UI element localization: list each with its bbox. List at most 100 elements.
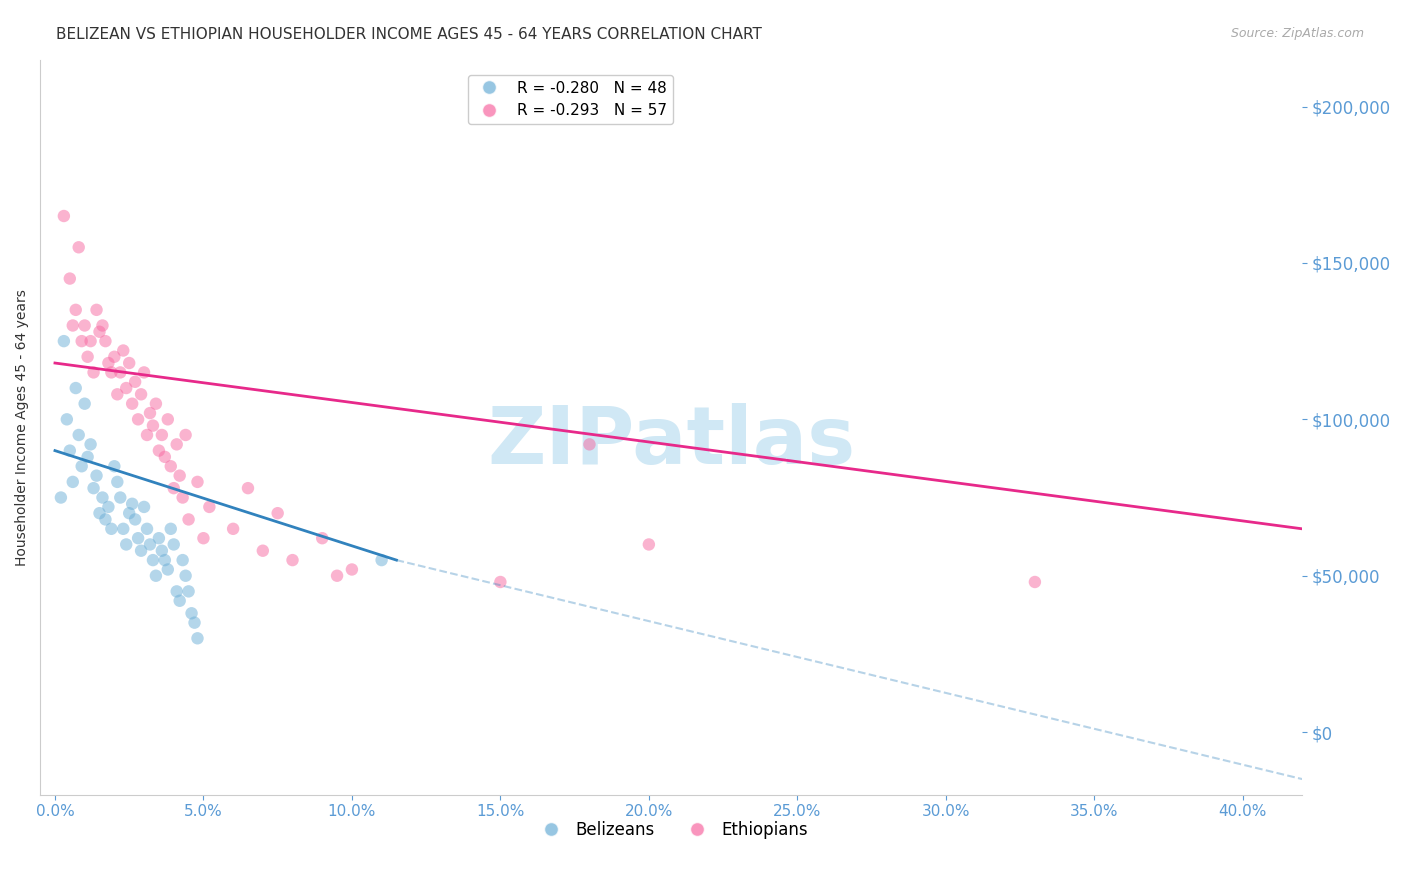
Point (150, 428, 173, 442)
Point (180, 607, 202, 621)
Point (156, 562, 179, 576)
Point (100, 366, 122, 380)
Point (159, 522, 181, 536)
Point (97, 500, 120, 514)
Point (177, 512, 200, 526)
Point (145, 568, 167, 582)
Point (52, 209, 75, 223)
Point (163, 481, 186, 495)
Point (169, 468, 191, 483)
Point (86, 468, 108, 483)
Point (281, 553, 304, 567)
Point (186, 632, 208, 646)
Point (177, 584, 200, 599)
Point (169, 594, 191, 608)
Point (193, 531, 215, 545)
Point (67, 428, 90, 442)
Point (326, 568, 349, 582)
Point (70, 334, 93, 348)
Point (174, 428, 197, 442)
Point (110, 366, 132, 380)
Point (115, 381, 138, 395)
Point (172, 491, 194, 505)
Point (172, 553, 194, 567)
Point (83, 366, 105, 380)
Point (637, 537, 659, 551)
Point (103, 459, 125, 474)
Point (73, 318, 96, 333)
Point (148, 531, 170, 545)
Point (65, 302, 87, 317)
Point (163, 537, 186, 551)
Point (150, 543, 173, 558)
Point (370, 553, 392, 567)
Point (118, 506, 141, 520)
Point (86, 302, 108, 317)
Point (62, 318, 84, 333)
Point (94, 512, 117, 526)
Point (127, 412, 149, 426)
Point (578, 437, 600, 451)
Point (142, 418, 165, 433)
Point (198, 500, 221, 514)
Text: Source: ZipAtlas.com: Source: ZipAtlas.com (1230, 27, 1364, 40)
Point (145, 397, 167, 411)
Point (136, 428, 159, 442)
Point (489, 574, 512, 589)
Point (65, 381, 87, 395)
Point (76, 450, 98, 464)
Point (112, 522, 135, 536)
Point (236, 481, 259, 495)
Point (139, 537, 162, 551)
Point (252, 543, 274, 558)
Point (105, 387, 128, 401)
Point (67, 240, 90, 254)
Point (166, 437, 188, 451)
Y-axis label: Householder Income Ages 45 - 64 years: Householder Income Ages 45 - 64 years (15, 289, 30, 566)
Point (94, 334, 117, 348)
Point (59, 271, 82, 285)
Point (56, 412, 79, 426)
Point (142, 553, 165, 567)
Point (124, 375, 146, 389)
Point (76, 350, 98, 364)
Point (110, 491, 132, 505)
Point (1024, 574, 1046, 589)
Point (91, 318, 114, 333)
Point (153, 450, 176, 464)
Point (136, 522, 159, 536)
Point (124, 512, 146, 526)
Point (100, 522, 122, 536)
Point (70, 459, 93, 474)
Point (52, 334, 75, 348)
Point (79, 437, 101, 451)
Point (174, 568, 197, 582)
Point (139, 406, 162, 420)
Point (127, 531, 149, 545)
Point (129, 543, 152, 558)
Point (121, 497, 143, 511)
Point (222, 522, 245, 536)
Point (121, 397, 143, 411)
Point (79, 334, 101, 348)
Point (148, 443, 170, 458)
Point (89, 506, 111, 520)
Point (266, 506, 288, 520)
Point (132, 500, 155, 514)
Point (159, 459, 181, 474)
Point (97, 356, 120, 370)
Point (118, 356, 141, 370)
Text: ZIPatlas: ZIPatlas (486, 403, 855, 481)
Point (59, 443, 82, 458)
Point (183, 615, 205, 630)
Point (103, 350, 125, 364)
Point (340, 562, 363, 576)
Point (132, 366, 155, 380)
Point (62, 475, 84, 489)
Point (166, 584, 188, 599)
Point (156, 412, 179, 426)
Point (153, 553, 176, 567)
Point (112, 343, 135, 358)
Point (129, 387, 152, 401)
Point (105, 475, 128, 489)
